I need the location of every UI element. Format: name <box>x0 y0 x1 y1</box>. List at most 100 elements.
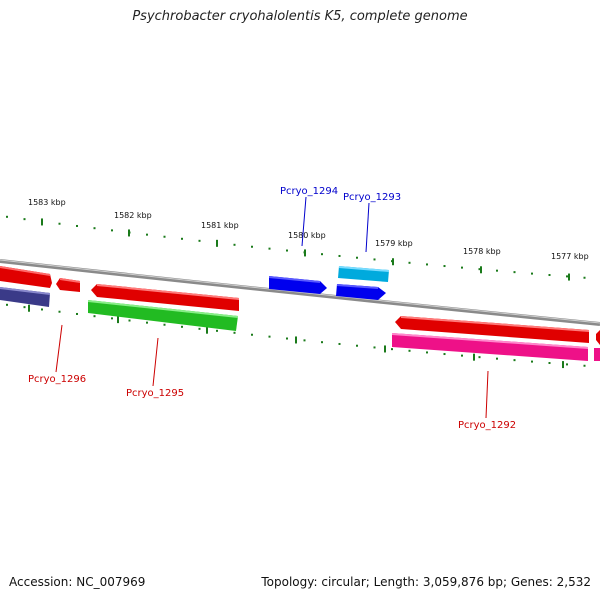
outer-row-minor-tick <box>23 218 26 221</box>
leader-pcryo-1294 <box>301 196 307 247</box>
inner-row-minor-tick <box>128 319 131 322</box>
genome-backbone <box>0 259 600 326</box>
inner-row-minor-tick <box>531 360 533 363</box>
outer-row-minor-tick <box>548 274 551 277</box>
inner-row-minor-tick <box>58 310 61 313</box>
inner-row-minor-tick <box>548 362 551 365</box>
outer-row-minor-tick <box>111 229 113 232</box>
gene-blue-1294[interactable] <box>269 276 327 294</box>
gene-pcryo-1296-arrow[interactable] <box>91 284 239 311</box>
inner-row-minor-tick <box>146 321 148 324</box>
outer-row-minor-tick <box>286 249 288 252</box>
outer-row-major-tick <box>128 229 130 237</box>
outer-row-minor-tick <box>76 224 78 227</box>
inner-row-minor-tick <box>443 353 446 356</box>
gene-cyan-1293[interactable] <box>338 266 389 282</box>
outer-row-major-tick <box>41 218 43 226</box>
inner-row-minor-tick <box>41 308 43 311</box>
scale-label-1578: 1578 kbp <box>463 247 501 256</box>
gene-navy-left-edge[interactable] <box>0 287 50 307</box>
inner-row-minor-tick <box>233 331 236 334</box>
outer-row-minor-tick <box>58 222 61 225</box>
inner-row-minor-tick <box>461 354 463 357</box>
outer-row-major-tick <box>480 266 482 274</box>
outer-row-minor-tick <box>426 263 428 266</box>
inner-row-minor-tick <box>426 351 428 354</box>
gene-red-1292[interactable] <box>395 316 589 343</box>
accession-text: Accession: NC_007969 <box>9 575 146 589</box>
leader-pcryo-1295 <box>152 337 159 387</box>
outer-row-major-tick <box>392 258 394 266</box>
outer-row-minor-tick <box>566 275 568 278</box>
inner-row-minor-tick <box>356 344 358 347</box>
outer-row-minor-tick <box>6 215 8 218</box>
inner-row-major-tick <box>206 326 208 334</box>
inner-row-major-tick <box>473 353 475 361</box>
inner-row-minor-tick <box>163 323 166 326</box>
gene-label-pcryo-1293: Pcryo_1293 <box>343 192 401 203</box>
outer-row-major-tick <box>304 249 306 257</box>
outer-row-minor-tick <box>373 258 376 261</box>
outer-row-minor-tick <box>321 253 323 256</box>
scale-label-1582: 1582 kbp <box>114 211 152 220</box>
outer-row-major-tick <box>216 239 218 247</box>
inner-row-minor-tick <box>6 303 8 306</box>
outer-row-minor-tick <box>146 233 148 236</box>
outer-row-minor-tick <box>181 237 183 240</box>
genome-backbone-highlight <box>0 259 600 324</box>
gene-blue-1293[interactable] <box>336 284 386 300</box>
gene-pink-1292[interactable] <box>392 333 588 361</box>
inner-row-minor-tick <box>478 356 481 359</box>
inner-row-minor-tick <box>321 341 323 344</box>
scale-label-1580: 1580 kbp <box>288 231 326 240</box>
outer-row-minor-tick <box>478 268 481 271</box>
outer-row-minor-tick <box>443 265 446 268</box>
outer-row-minor-tick <box>531 272 533 275</box>
inner-row-minor-tick <box>111 317 113 320</box>
scale-label-1583: 1583 kbp <box>28 198 66 207</box>
gene-pink-right-edge[interactable] <box>594 348 600 361</box>
inner-row-major-tick <box>562 361 564 369</box>
inner-row-minor-tick <box>373 346 376 349</box>
inner-row-minor-tick <box>93 315 96 318</box>
inner-row-minor-tick <box>583 364 586 367</box>
gene-red-small[interactable] <box>56 278 80 292</box>
inner-row-minor-tick <box>408 349 411 352</box>
scale-label-1579: 1579 kbp <box>375 239 413 248</box>
inner-row-minor-tick <box>216 329 218 332</box>
map-title: Psychrobacter cryohalolentis K5, complet… <box>132 9 468 24</box>
inner-row-major-tick <box>117 316 119 324</box>
inner-row-minor-tick <box>76 312 78 315</box>
gene-red-left-edge[interactable] <box>0 266 52 288</box>
outer-row-minor-tick <box>93 227 96 230</box>
inner-row-minor-tick <box>23 306 26 309</box>
outer-row-minor-tick <box>356 256 358 259</box>
outer-row-minor-tick <box>513 271 516 274</box>
leader-pcryo-1296 <box>55 324 63 373</box>
outer-row-minor-tick <box>198 239 201 242</box>
inner-row-minor-tick <box>198 327 201 330</box>
leader-pcryo-1292 <box>485 370 489 419</box>
inner-row-major-tick <box>295 336 297 344</box>
outer-row-minor-tick <box>251 245 253 248</box>
inner-row-major-tick <box>28 304 30 312</box>
outer-row-minor-tick <box>338 254 341 257</box>
inner-row-minor-tick <box>268 335 271 338</box>
inner-row-major-tick <box>384 345 386 353</box>
scale-label-1581: 1581 kbp <box>201 221 239 230</box>
gene-label-pcryo-1295: Pcryo_1295 <box>126 388 184 399</box>
inner-row-minor-tick <box>286 337 288 340</box>
gene-green-1295[interactable] <box>88 300 238 331</box>
gene-label-pcryo-1296: Pcryo_1296 <box>28 374 86 385</box>
inner-row-minor-tick <box>566 363 568 366</box>
inner-row-minor-tick <box>513 359 516 362</box>
gene-red-right-edge[interactable] <box>596 330 600 345</box>
inner-row-minor-tick <box>251 333 253 336</box>
inner-row-minor-tick <box>181 325 183 328</box>
outer-row-minor-tick <box>268 247 271 250</box>
outer-row-minor-tick <box>461 266 463 269</box>
inner-row-minor-tick <box>391 348 393 351</box>
outer-row-minor-tick <box>163 235 166 238</box>
